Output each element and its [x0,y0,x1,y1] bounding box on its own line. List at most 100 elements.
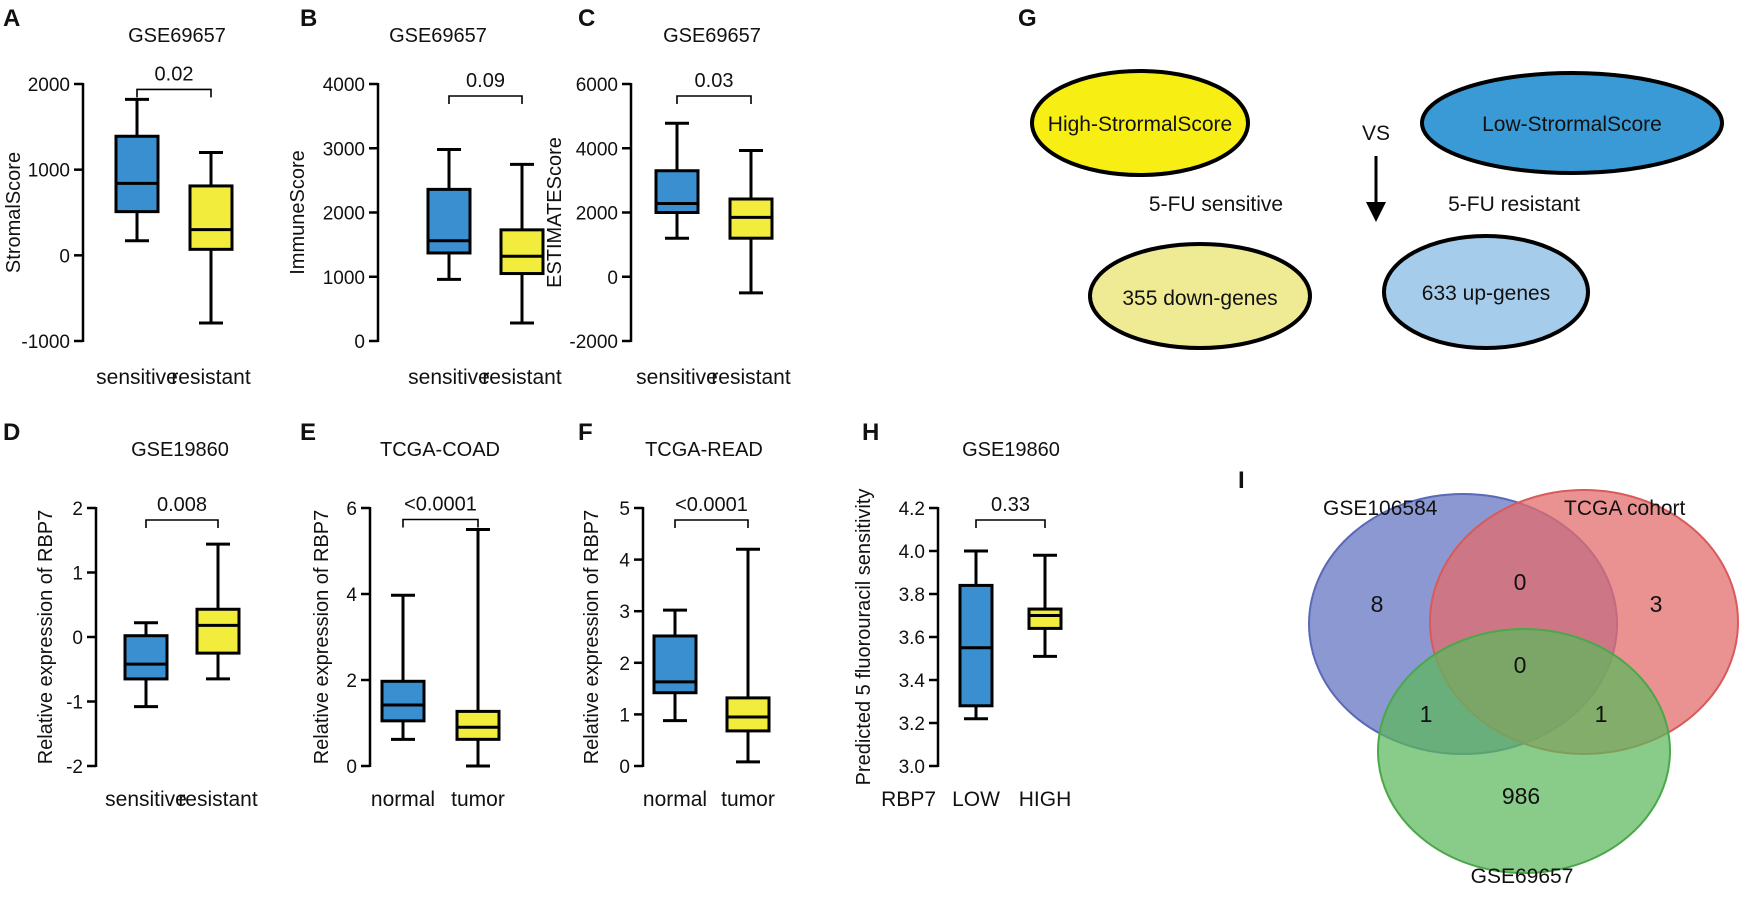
box-iqr [652,634,698,695]
panel-h-boxplot: H GSE19860 3.0 3.2 3.4 3.6 3.8 4.0 4.2 Predicted … [853,419,1071,811]
y-axis-label: ImmuneScore [287,150,309,275]
y-tick-label: -2 [66,757,83,778]
y-tick-label: 1000 [323,268,365,289]
significance-bracket [402,518,479,528]
box-iqr [188,184,234,251]
low-stromal-label: Low-StrormalScore [1482,113,1662,136]
y-tick-label: 2 [619,654,630,675]
panel-b-boxplot: B GSE69657 0 1000 2000 3000 4000 ImmuneScore sen… [287,5,562,389]
box-iqr [114,134,160,214]
category-label: resistant [482,366,562,389]
box-iqr [725,696,771,733]
significance-bracket [674,519,749,528]
down-genes-label: 355 down-genes [1122,287,1277,310]
y-tick-label: 2000 [576,204,618,225]
up-genes-label: 633 up-genes [1422,282,1550,305]
panel-d-title: GSE19860 [131,439,229,461]
box-iqr [455,709,501,741]
panel-letter-f: F [578,419,593,446]
panel-letter-g: G [1018,5,1037,32]
panel-c-boxplot: C GSE69657 -2000 0 2000 4000 6000 ESTIMATEScore… [544,5,791,389]
category-label: sensitive [636,366,718,389]
category-label: sensitive [408,366,490,389]
panel-g-diagram: G High-StrormalScore VS Low-StrormalScor… [1018,5,1724,350]
panel-h-title: GSE19860 [962,439,1060,461]
box-tumor [455,528,501,768]
panel-i-venn: I GSE106584 TCGA cohort GSE69657 8 0 3 0… [1238,467,1739,888]
significance-bracket [676,95,752,104]
panel-letter-e: E [300,419,316,446]
panel-c-title: GSE69657 [663,25,761,47]
p-value-label: 0.02 [155,63,194,85]
y-tick-label: 6000 [576,75,618,96]
category-label: sensitive [105,788,187,811]
category-label: tumor [721,788,775,811]
panel-f-title: TCGA-READ [645,439,763,461]
venn-label-gse69657: GSE69657 [1471,865,1574,888]
y-tick-label: -1 [66,693,83,714]
box-iqr [654,169,700,215]
category-label: tumor [451,788,505,811]
box-sensitive [114,97,160,243]
significance-bracket [975,519,1046,528]
box-normal [652,608,698,723]
category-label: sensitive [96,366,178,389]
p-value-label: 0.03 [695,70,734,92]
y-tick-label: 2 [346,671,357,692]
panel-letter-h: H [862,419,879,446]
y-tick-label: 3000 [323,139,365,160]
y-tick-label: 4.2 [899,499,925,520]
panel-e-title: TCGA-COAD [380,439,500,461]
boxplot-panels: AGSE69657-1000010002000StromalScoresensi… [3,5,1071,811]
venn-count-gse106584-tcga: 0 [1514,569,1527,595]
venn-label-tcga: TCGA cohort [1564,497,1686,520]
y-tick-label: 1 [72,564,83,585]
y-axis-label: Predicted 5 fluorouracil sensitivity [853,489,875,786]
high-stromal-ellipse [1030,69,1250,177]
p-value-label: 0.33 [991,494,1030,516]
box-low [958,549,994,721]
box-sensitive [426,148,472,281]
box-normal [380,593,426,741]
box-resistant [188,151,234,325]
y-tick-label: 4 [619,551,630,572]
panel-letter-b: B [300,5,317,32]
y-tick-label: 3.8 [899,585,925,606]
category-label: normal [643,788,707,811]
p-value-label: <0.0001 [675,494,748,516]
significance-bracket [145,519,219,528]
y-tick-label: 1 [619,705,630,726]
panel-letter-a: A [3,5,20,32]
box-iqr [380,679,426,723]
y-tick-label: 0 [59,246,70,267]
y-tick-label: 3.4 [899,671,926,692]
category-label: resistant [711,366,791,389]
category-label: LOW [952,788,1000,811]
y-tick-label: 2 [72,499,83,520]
y-tick-label: 1000 [28,161,70,182]
p-value-label: <0.0001 [404,494,477,516]
group-label: RBP7 [881,788,936,811]
panel-d-boxplot: D GSE19860 -2 -1 0 1 2 Relative expression of R… [3,419,258,811]
up-genes-ellipse [1382,234,1590,350]
y-tick-label: 2000 [323,204,365,225]
category-label: normal [371,788,435,811]
category-label: resistant [178,788,258,811]
y-tick-label: 2000 [28,75,70,96]
y-tick-label: 3.0 [899,757,925,778]
y-axis-label: StromalScore [3,152,25,273]
y-tick-label: 6 [346,499,357,520]
panel-e-boxplot: E TCGA-COAD 0 2 4 6 Relative expression of RBP… [300,419,505,811]
y-axis-label: Relative expression of RBP7 [581,510,603,765]
y-tick-label: 5 [619,499,630,520]
category-label: resistant [171,366,251,389]
box-iqr [195,607,241,655]
box-sensitive [654,121,700,240]
category-label: HIGH [1019,788,1072,811]
p-value-label: 0.008 [157,494,207,516]
significance-bracket [448,95,523,104]
y-tick-label: 4.0 [899,542,925,563]
panel-letter-i: I [1238,467,1245,494]
vs-label: VS [1362,122,1390,145]
